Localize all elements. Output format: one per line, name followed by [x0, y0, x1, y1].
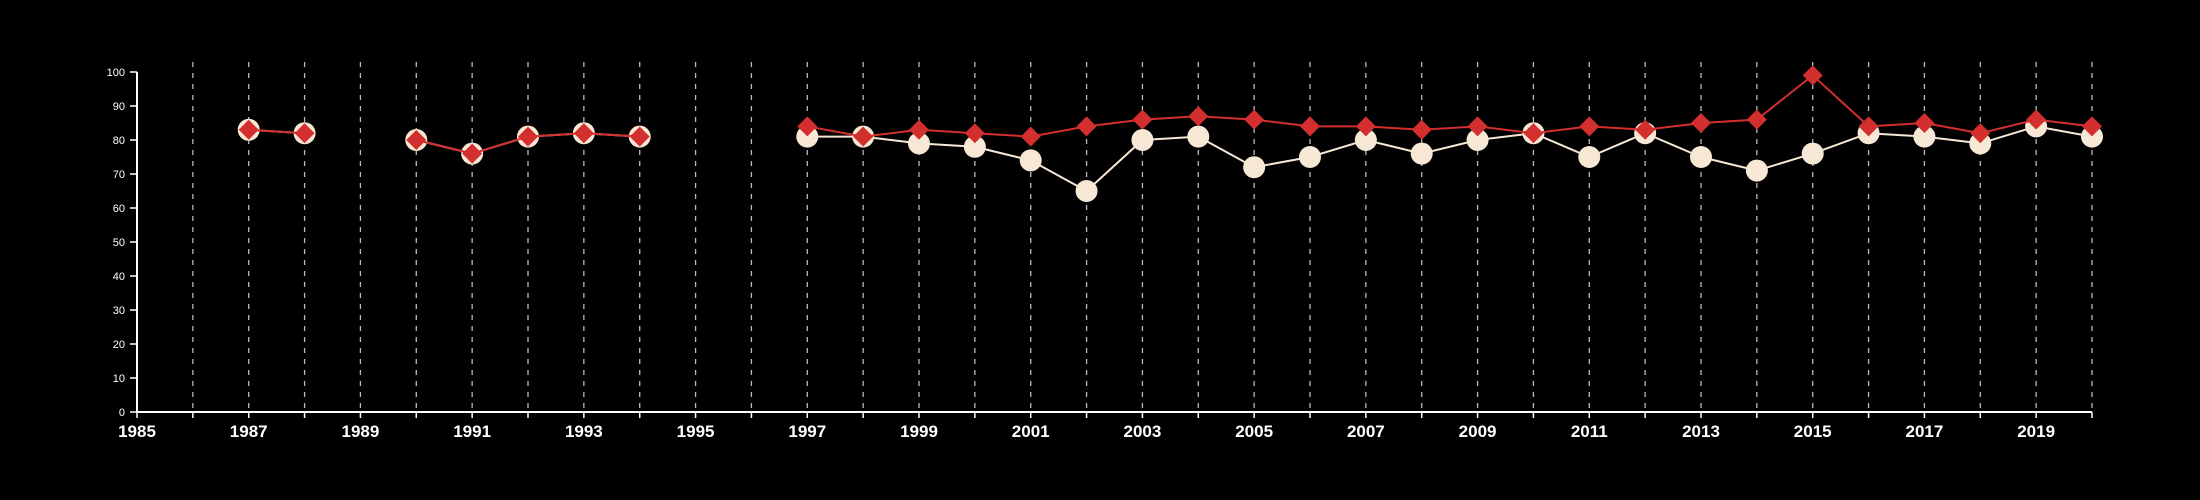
diamond-point-2010 [1523, 123, 1544, 144]
x-tick-label-2015: 2015 [1794, 422, 1832, 441]
circle-point-2004 [1187, 125, 1210, 148]
circle-point-2002 [1075, 180, 1098, 202]
diamond-point-1993 [573, 123, 594, 144]
y-tick-label-50: 50 [113, 237, 125, 249]
circle-point-2008 [1410, 142, 1433, 165]
y-tick-label-90: 90 [113, 101, 125, 113]
diamond-point-2002 [1076, 116, 1097, 137]
x-tick-label-2001: 2001 [1012, 422, 1050, 441]
y-tick-label-40: 40 [113, 271, 125, 283]
x-tick-label-2007: 2007 [1347, 422, 1385, 441]
diamond-point-2014 [1746, 109, 1767, 130]
circle-point-2018 [1969, 132, 1992, 155]
diamond-point-2012 [1635, 119, 1656, 140]
diamond-point-2003 [1132, 109, 1153, 130]
diamond-point-1987 [238, 119, 259, 140]
diamond-point-1990 [406, 130, 427, 150]
x-tick-label-2019: 2019 [2017, 422, 2055, 441]
diamond-point-2001 [1020, 126, 1041, 147]
x-tick-label-2005: 2005 [1235, 422, 1273, 441]
diamond-point-1998 [853, 126, 874, 147]
circle-point-2006 [1299, 146, 1321, 168]
y-tick-label-80: 80 [113, 135, 125, 147]
x-tick-label-2011: 2011 [1571, 422, 1608, 441]
diamond-point-2013 [1691, 113, 1711, 133]
y-tick-label-10: 10 [113, 373, 125, 385]
diamond-point-2015 [1802, 65, 1823, 86]
diamond-point-1988 [294, 123, 315, 144]
y-tick-label-30: 30 [113, 305, 125, 317]
diamond-point-1991 [462, 143, 483, 164]
diamond-point-2017 [1914, 113, 1935, 133]
diamond-point-2018 [1970, 123, 1991, 144]
circle-point-2020 [2081, 125, 2103, 148]
series-diamond [238, 65, 2102, 164]
circle-point-2015 [1801, 142, 1824, 165]
circle-point-2005 [1243, 156, 1266, 179]
diamond-point-1992 [518, 126, 538, 147]
y-tick-label-100: 100 [107, 67, 125, 79]
diamond-point-2019 [2026, 109, 2047, 130]
circle-point-2009 [1466, 129, 1489, 151]
diamond-point-2005 [1244, 109, 1265, 130]
circle-point-2000 [963, 135, 986, 158]
x-tick-label-2013: 2013 [1682, 422, 1720, 441]
x-tick-label-1991: 1991 [453, 422, 491, 441]
y-tick-label-0: 0 [119, 407, 125, 419]
diamond-point-2006 [1300, 116, 1320, 137]
x-tick-label-1989: 1989 [342, 422, 380, 441]
circle-point-2017 [1913, 125, 1936, 148]
circle-point-2003 [1131, 129, 1154, 151]
circle-point-1997 [796, 125, 819, 148]
diamond-point-2004 [1188, 106, 1209, 127]
axes: 0 10 20 30 40 50 60 70 80 90 100 1985 1987 1989 1991 19… [107, 67, 2093, 441]
y-tick-label-20: 20 [113, 339, 125, 351]
circle-point-2001 [1019, 149, 1042, 172]
diamond-point-2009 [1467, 116, 1488, 137]
circle-point-2011 [1578, 146, 1601, 168]
circle-point-2014 [1745, 159, 1768, 182]
diamond-point-1999 [909, 119, 929, 140]
x-tick-label-1985: 1985 [118, 422, 156, 441]
diamond-point-2016 [1858, 116, 1879, 137]
circle-point-1999 [908, 132, 930, 155]
y-tick-label-60: 60 [113, 203, 125, 215]
circle-point-2007 [1354, 129, 1377, 151]
x-tick-label-1995: 1995 [677, 422, 715, 441]
x-tick-label-2009: 2009 [1459, 422, 1497, 441]
series [237, 65, 2103, 202]
x-tick-label-1997: 1997 [788, 422, 826, 441]
x-tick-label-2017: 2017 [1906, 422, 1944, 441]
x-tick-label-2003: 2003 [1124, 422, 1162, 441]
diamond-point-1997 [797, 116, 818, 137]
diamond-point-2011 [1579, 116, 1600, 137]
x-tick-label-1993: 1993 [565, 422, 603, 441]
diamond-point-2000 [964, 123, 985, 144]
y-tick-label-70: 70 [113, 169, 125, 181]
diamond-point-1994 [629, 126, 650, 147]
diamond-point-2008 [1411, 119, 1432, 140]
x-tick-label-1999: 1999 [900, 422, 938, 441]
diamond-point-2007 [1355, 116, 1376, 137]
circle-point-2013 [1690, 146, 1712, 168]
diamond-point-2020 [2082, 116, 2102, 137]
x-tick-label-1987: 1987 [230, 422, 268, 441]
